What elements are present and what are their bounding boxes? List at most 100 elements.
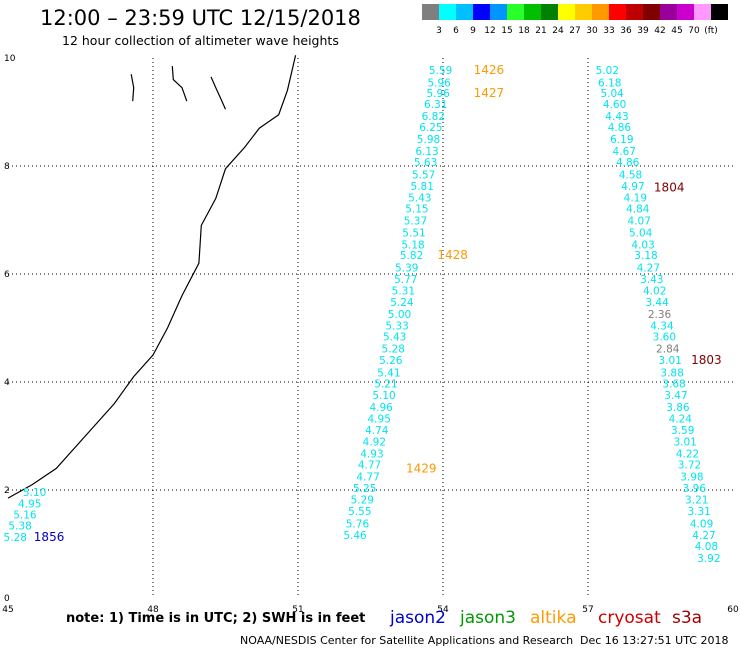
swh-label: 3.68	[662, 379, 685, 391]
time-label: 1804	[654, 181, 685, 195]
swh-label: 5.33	[385, 320, 408, 332]
colorbar-label: 6	[453, 26, 459, 36]
colorbar-label: 12	[484, 26, 496, 36]
swh-label: 6.82	[422, 111, 445, 123]
x-tick-label: 60	[727, 605, 739, 615]
swh-label: 5.38	[8, 521, 31, 533]
satellite-jason3: jason3	[460, 608, 516, 628]
x-tick-label: 45	[2, 605, 13, 615]
swh-label: 4.95	[368, 414, 391, 426]
swh-label: 5.29	[351, 495, 374, 507]
chart-title: 12:00 – 23:59 UTC 12/15/2018	[40, 6, 361, 30]
swh-label: 5.16	[13, 509, 37, 521]
swh-label: 5.82	[400, 250, 423, 262]
swh-label: 6.31	[424, 99, 447, 111]
swh-label: 4.09	[690, 518, 713, 530]
time-label: 1428	[437, 248, 468, 262]
swh-label: 5.10	[372, 390, 395, 402]
swh-label: 6.18	[598, 77, 621, 89]
colorbar-swatch	[592, 4, 609, 20]
swh-label: 5.46	[343, 530, 367, 542]
island-outline	[210, 76, 227, 110]
swh-label: 5.96	[426, 88, 450, 100]
swh-label: 3.88	[660, 367, 683, 379]
satellite-altika: altika	[530, 608, 577, 628]
swh-label: 5.81	[411, 181, 434, 193]
colorbar-label: 30	[586, 26, 598, 36]
swh-label: 3.31	[687, 506, 710, 518]
colorbar-label: 36	[620, 26, 632, 36]
swh-label: 5.37	[404, 216, 427, 228]
swh-label: 5.43	[383, 332, 406, 344]
colorbar-swatch	[626, 4, 643, 20]
chart-subtitle: 12 hour collection of altimeter wave hei…	[62, 33, 339, 48]
colorbar-swatch	[660, 4, 677, 20]
swh-label: 5.57	[412, 170, 435, 182]
colorbar-swatch	[694, 4, 711, 20]
swh-label: 3.98	[680, 472, 703, 484]
swh-label: 4.08	[695, 541, 718, 553]
coastline	[7, 55, 297, 499]
swh-label: 5.39	[395, 263, 418, 275]
x-tick-label: 57	[582, 605, 593, 615]
swh-label: 5.59	[429, 65, 452, 77]
swh-label: 2.36	[648, 309, 672, 321]
colorbar-label: 70	[688, 26, 700, 36]
colorbar-swatch	[541, 4, 558, 20]
swh-label: 4.97	[621, 181, 644, 193]
colorbar-label: 45	[671, 26, 683, 36]
colorbar-label: 39	[637, 26, 649, 36]
swh-label: 4.22	[676, 448, 699, 460]
colorbar-swatch	[558, 4, 575, 20]
swh-label: 3.01	[658, 355, 681, 367]
swh-label: 5.04	[600, 88, 624, 100]
colorbar-swatch	[524, 4, 541, 20]
swh-label: 4.58	[619, 170, 642, 182]
x-tick-label: 54	[437, 605, 449, 615]
y-tick-label: 4	[4, 378, 10, 388]
swh-label: 4.19	[624, 192, 647, 204]
swh-label: 4.96	[369, 402, 393, 414]
colorbar-swatch	[575, 4, 592, 20]
swh-label: 3.59	[671, 425, 694, 437]
time-label: 1427	[474, 86, 505, 100]
swh-label: 3.60	[653, 332, 676, 344]
colorbar-swatch	[490, 4, 507, 20]
swh-label: 5.21	[374, 379, 397, 391]
swh-label: 4.60	[603, 99, 626, 111]
colorbar-swatch	[677, 4, 694, 20]
swh-label: 4.07	[628, 216, 651, 228]
footer-credit: NOAA/NESDIS Center for Satellite Applica…	[240, 634, 574, 647]
y-tick-label: 2	[4, 486, 10, 496]
swh-label: 5.10	[23, 487, 46, 499]
swh-label: 5.28	[382, 344, 405, 356]
swh-label: 4.27	[637, 263, 660, 275]
colorbar-label: 27	[569, 26, 581, 36]
swh-label: 4.77	[356, 472, 379, 484]
swh-label: 2.84	[656, 344, 680, 356]
swh-label: 3.96	[683, 483, 707, 495]
swh-label: 4.03	[631, 239, 654, 251]
satellite-s3a: s3a	[672, 608, 703, 628]
colorbar-swatch	[473, 4, 490, 20]
swh-label: 5.25	[353, 483, 376, 495]
swh-label: 5.24	[390, 297, 414, 309]
colorbar-swatch	[643, 4, 660, 20]
swh-label: 5.04	[629, 227, 653, 239]
swh-label: 4.84	[626, 204, 650, 216]
time-label: 1856	[34, 530, 65, 544]
colorbar-label: 33	[603, 26, 615, 36]
swh-label: 6.13	[415, 146, 438, 158]
swh-label: 4.86	[608, 122, 632, 134]
y-tick-label: 8	[4, 162, 10, 172]
satellite-cryosat: cryosat	[598, 608, 661, 628]
swh-label: 3.43	[640, 274, 663, 286]
swh-label: 5.98	[417, 134, 440, 146]
y-tick-label: 6	[4, 270, 10, 280]
swh-label: 5.43	[408, 192, 431, 204]
swh-label: 3.01	[673, 436, 696, 448]
swh-label: 3.72	[678, 460, 701, 472]
colorbar-swatch	[711, 4, 728, 20]
colorbar-label: 42	[654, 26, 666, 36]
swh-label: 4.92	[363, 436, 386, 448]
